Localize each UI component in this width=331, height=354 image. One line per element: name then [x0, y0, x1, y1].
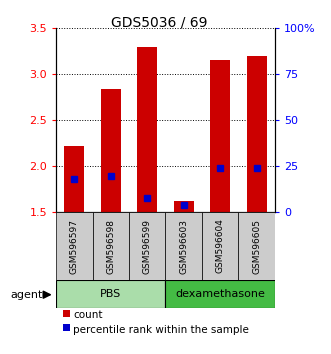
- Bar: [202, 212, 238, 280]
- Bar: [210, 59, 230, 212]
- Text: GSM596599: GSM596599: [143, 218, 152, 274]
- Text: PBS: PBS: [100, 289, 121, 299]
- Bar: [65, 146, 84, 212]
- Bar: [101, 89, 121, 212]
- Bar: [129, 212, 166, 280]
- Text: percentile rank within the sample: percentile rank within the sample: [73, 325, 249, 335]
- Bar: [93, 212, 129, 280]
- Bar: [238, 212, 275, 280]
- Text: GSM596604: GSM596604: [215, 218, 225, 274]
- Text: GSM596605: GSM596605: [252, 218, 261, 274]
- Bar: [174, 201, 194, 212]
- Text: GDS5036 / 69: GDS5036 / 69: [111, 16, 207, 30]
- Text: dexamethasone: dexamethasone: [175, 289, 265, 299]
- Bar: [166, 280, 275, 308]
- Bar: [56, 212, 93, 280]
- Text: GSM596598: GSM596598: [106, 218, 116, 274]
- Text: agent: agent: [10, 290, 42, 299]
- Bar: [247, 56, 266, 212]
- Text: GSM596603: GSM596603: [179, 218, 188, 274]
- Bar: [56, 280, 166, 308]
- Bar: [166, 212, 202, 280]
- Text: GSM596597: GSM596597: [70, 218, 79, 274]
- Text: count: count: [73, 310, 103, 320]
- Bar: [137, 47, 157, 212]
